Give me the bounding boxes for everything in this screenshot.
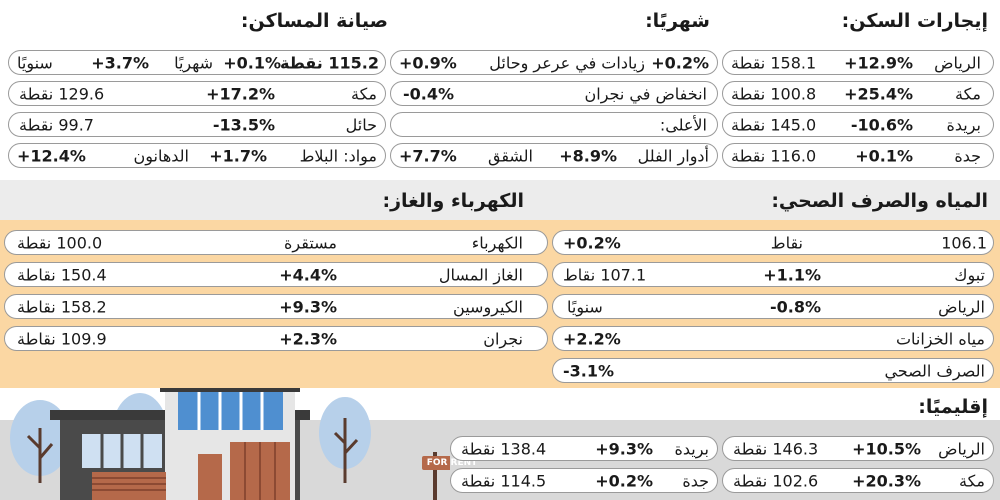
tree-icon — [319, 397, 371, 483]
water-row-3: الرياض -0.8% سنويًا — [552, 294, 994, 319]
regional-riyadh: الرياض +10.5% 146.3 نقطة — [722, 436, 994, 461]
water-row-1: 106.1 نقاط +0.2% — [552, 230, 994, 255]
rent-row-riyadh: الرياض +12.9% 158.1 نقطة — [722, 50, 994, 75]
rent-title: إيجارات السكن: — [841, 10, 988, 32]
rent-row-makkah: مكة +25.4% 100.8 نقطة — [722, 81, 994, 106]
elec-row-4: نجران +2.3% 109.9 نقاطة — [4, 326, 548, 351]
house-icon — [50, 388, 310, 500]
elec-row-1: الكهرباء مستقرة 100.0 نقطة — [4, 230, 548, 255]
regional-buraydah: بريدة +9.3% 138.4 نقطة — [450, 436, 718, 461]
monthly-title: شهريًا: — [645, 10, 710, 32]
rent-row-jeddah: جدة +0.1% 116.0 نقطة — [722, 143, 994, 168]
elec-title: الكهرباء والغاز: — [382, 190, 524, 212]
for-rent-sign-icon — [422, 452, 450, 500]
regional-jeddah: جدة +0.2% 114.5 نقطة — [450, 468, 718, 493]
house-illustration — [10, 388, 450, 500]
monthly-row-4: أدوار الفلل +8.9% الشقق +7.7% — [390, 143, 718, 168]
regional-title: إقليميًا: — [918, 396, 988, 418]
elec-row-2: الغاز المسال +4.4% 150.4 نقاطة — [4, 262, 548, 287]
water-row-2: تبوك +1.1% 107.1 نقاط — [552, 262, 994, 287]
monthly-row-1: +0.2% زيادات في عرعر وحائل +0.9% — [390, 50, 718, 75]
maintenance-row-1: 115.2 نقطة +0.1% شهريًا +3.7% سنويًا — [8, 50, 386, 75]
maintenance-row-4: مواد: البلاط +1.7% الدهانون +12.4% — [8, 143, 386, 168]
maintenance-row-3: حائل -13.5% 99.7 نقطة — [8, 112, 386, 137]
water-header-band — [0, 180, 1000, 220]
monthly-row-2: انخفاض في نجران -0.4% — [390, 81, 718, 106]
for-rent-sign-label: FOR RENT — [426, 458, 478, 468]
regional-makkah: مكة +20.3% 102.6 نقطة — [722, 468, 994, 493]
water-title: المياه والصرف الصحي: — [771, 190, 988, 212]
elec-row-3: الكيروسين +9.3% 158.2 نقاطة — [4, 294, 548, 319]
monthly-row-3: الأعلى: — [390, 112, 718, 137]
water-row-5: الصرف الصحي -3.1% — [552, 358, 994, 383]
water-row-4: مياه الخزانات +2.2% — [552, 326, 994, 351]
maintenance-title: صيانة المساكن: — [240, 10, 388, 32]
rent-row-buraydah: بريدة -10.6% 145.0 نقطة — [722, 112, 994, 137]
maintenance-row-2: مكة +17.2% 129.6 نقطة — [8, 81, 386, 106]
